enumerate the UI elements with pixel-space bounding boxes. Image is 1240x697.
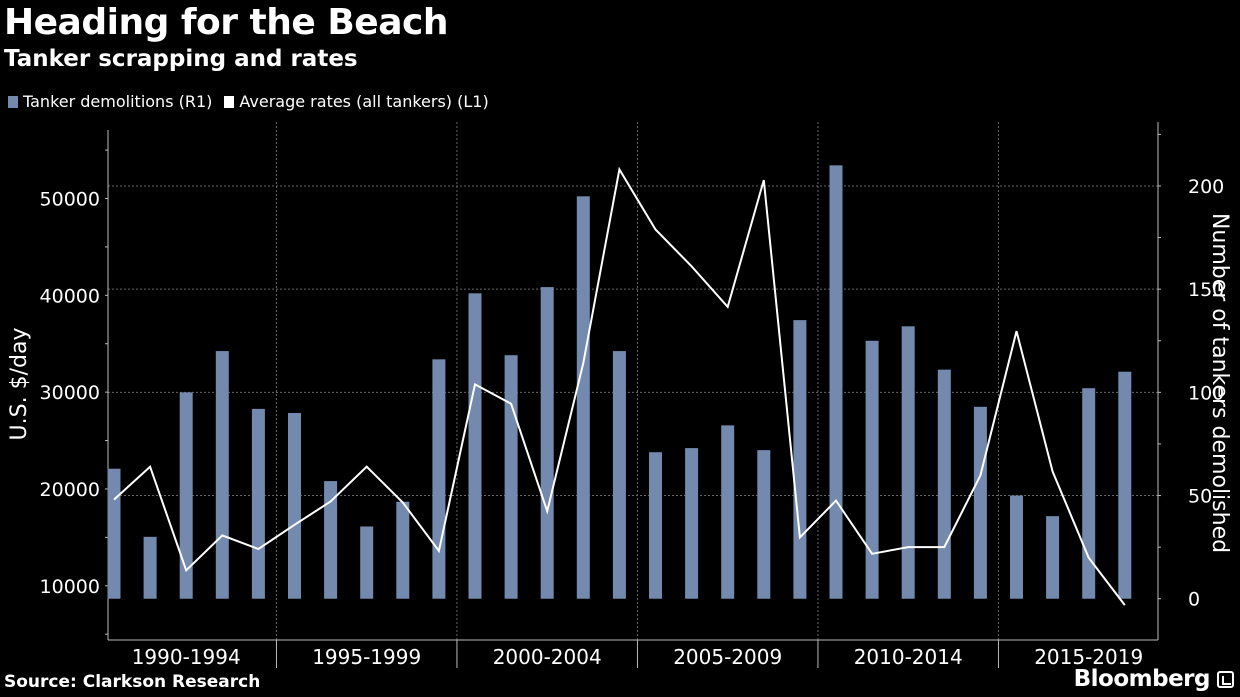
right-tick-label: 150	[1188, 279, 1224, 301]
bar-demolitions-1991	[143, 536, 157, 599]
bar-demolitions-1997	[360, 526, 374, 599]
bar-demolitions-1990	[107, 468, 121, 599]
legend-item-demolitions: Tanker demolitions (R1)	[8, 92, 212, 111]
legend-swatch-bar	[8, 95, 18, 108]
left-tick-label: 30000	[40, 382, 100, 404]
x-tick-label: 1990-1994	[132, 645, 241, 669]
bar-demolitions-1999	[432, 359, 446, 599]
right-tick-label: 200	[1188, 176, 1224, 198]
bloomberg-icon	[1217, 671, 1234, 688]
bar-demolitions-1998	[396, 501, 410, 599]
bloomberg-logo: Bloomberg	[1073, 666, 1211, 692]
bar-demolitions-2010	[829, 165, 843, 599]
bar-demolitions-2003	[576, 196, 590, 599]
chart-title: Heading for the Beach	[4, 2, 448, 43]
bar-demolitions-2011	[865, 340, 879, 599]
line-average-rates	[113, 166, 1126, 606]
bar-demolitions-2014	[973, 406, 987, 599]
x-tick-label: 1995-1999	[312, 645, 421, 669]
right-axis-title: Number of tankers demolished	[1207, 213, 1232, 553]
bar-demolitions-2007	[721, 425, 735, 599]
bar-demolitions-1996	[324, 481, 338, 599]
bar-demolitions-1993	[215, 351, 229, 599]
bar-demolitions-2006	[685, 448, 699, 599]
x-tick-label: 2000-2004	[493, 645, 602, 669]
legend-item-rates: Average rates (all tankers) (L1)	[224, 92, 489, 111]
bar-demolitions-2005	[649, 452, 662, 599]
chart-subtitle: Tanker scrapping and rates	[4, 46, 358, 72]
left-tick-label: 10000	[40, 576, 100, 598]
x-tick-label: 2010-2014	[854, 645, 963, 669]
bar-demolitions-2004	[612, 351, 626, 599]
bar-demolitions-2015	[1010, 495, 1023, 599]
bar-demolitions-2002	[540, 287, 554, 599]
right-tick-label: 0	[1188, 589, 1200, 611]
bar-demolitions-2018	[1118, 371, 1132, 599]
legend: Tanker demolitions (R1) Average rates (a…	[8, 92, 501, 111]
x-tick-label: 2015-2019	[1034, 645, 1143, 669]
left-tick-label: 20000	[40, 479, 100, 501]
bar-demolitions-2009	[793, 320, 807, 599]
right-tick-label: 50	[1188, 486, 1212, 508]
bar-demolitions-2012	[901, 326, 915, 599]
bar-demolitions-2001	[504, 355, 518, 599]
right-tick-label: 100	[1188, 382, 1224, 404]
legend-label-demolitions: Tanker demolitions (R1)	[23, 92, 213, 111]
left-tick-label: 50000	[40, 188, 100, 210]
bar-demolitions-2016	[1046, 516, 1060, 599]
bar-demolitions-1992	[179, 392, 193, 599]
source-note: Source: Clarkson Research	[4, 672, 261, 692]
left-tick-label: 40000	[40, 285, 100, 307]
x-tick-label: 2005-2009	[673, 645, 782, 669]
left-axis-title: U.S. $/day	[7, 328, 32, 441]
bar-demolitions-2008	[757, 450, 771, 599]
bar-demolitions-2017	[1082, 388, 1096, 599]
bar-demolitions-1995	[288, 412, 301, 599]
legend-swatch-line	[224, 95, 235, 108]
legend-label-rates: Average rates (all tankers) (L1)	[239, 92, 489, 111]
bar-demolitions-2000	[468, 293, 482, 599]
bar-demolitions-2013	[937, 369, 951, 599]
bar-demolitions-1994	[251, 408, 265, 599]
